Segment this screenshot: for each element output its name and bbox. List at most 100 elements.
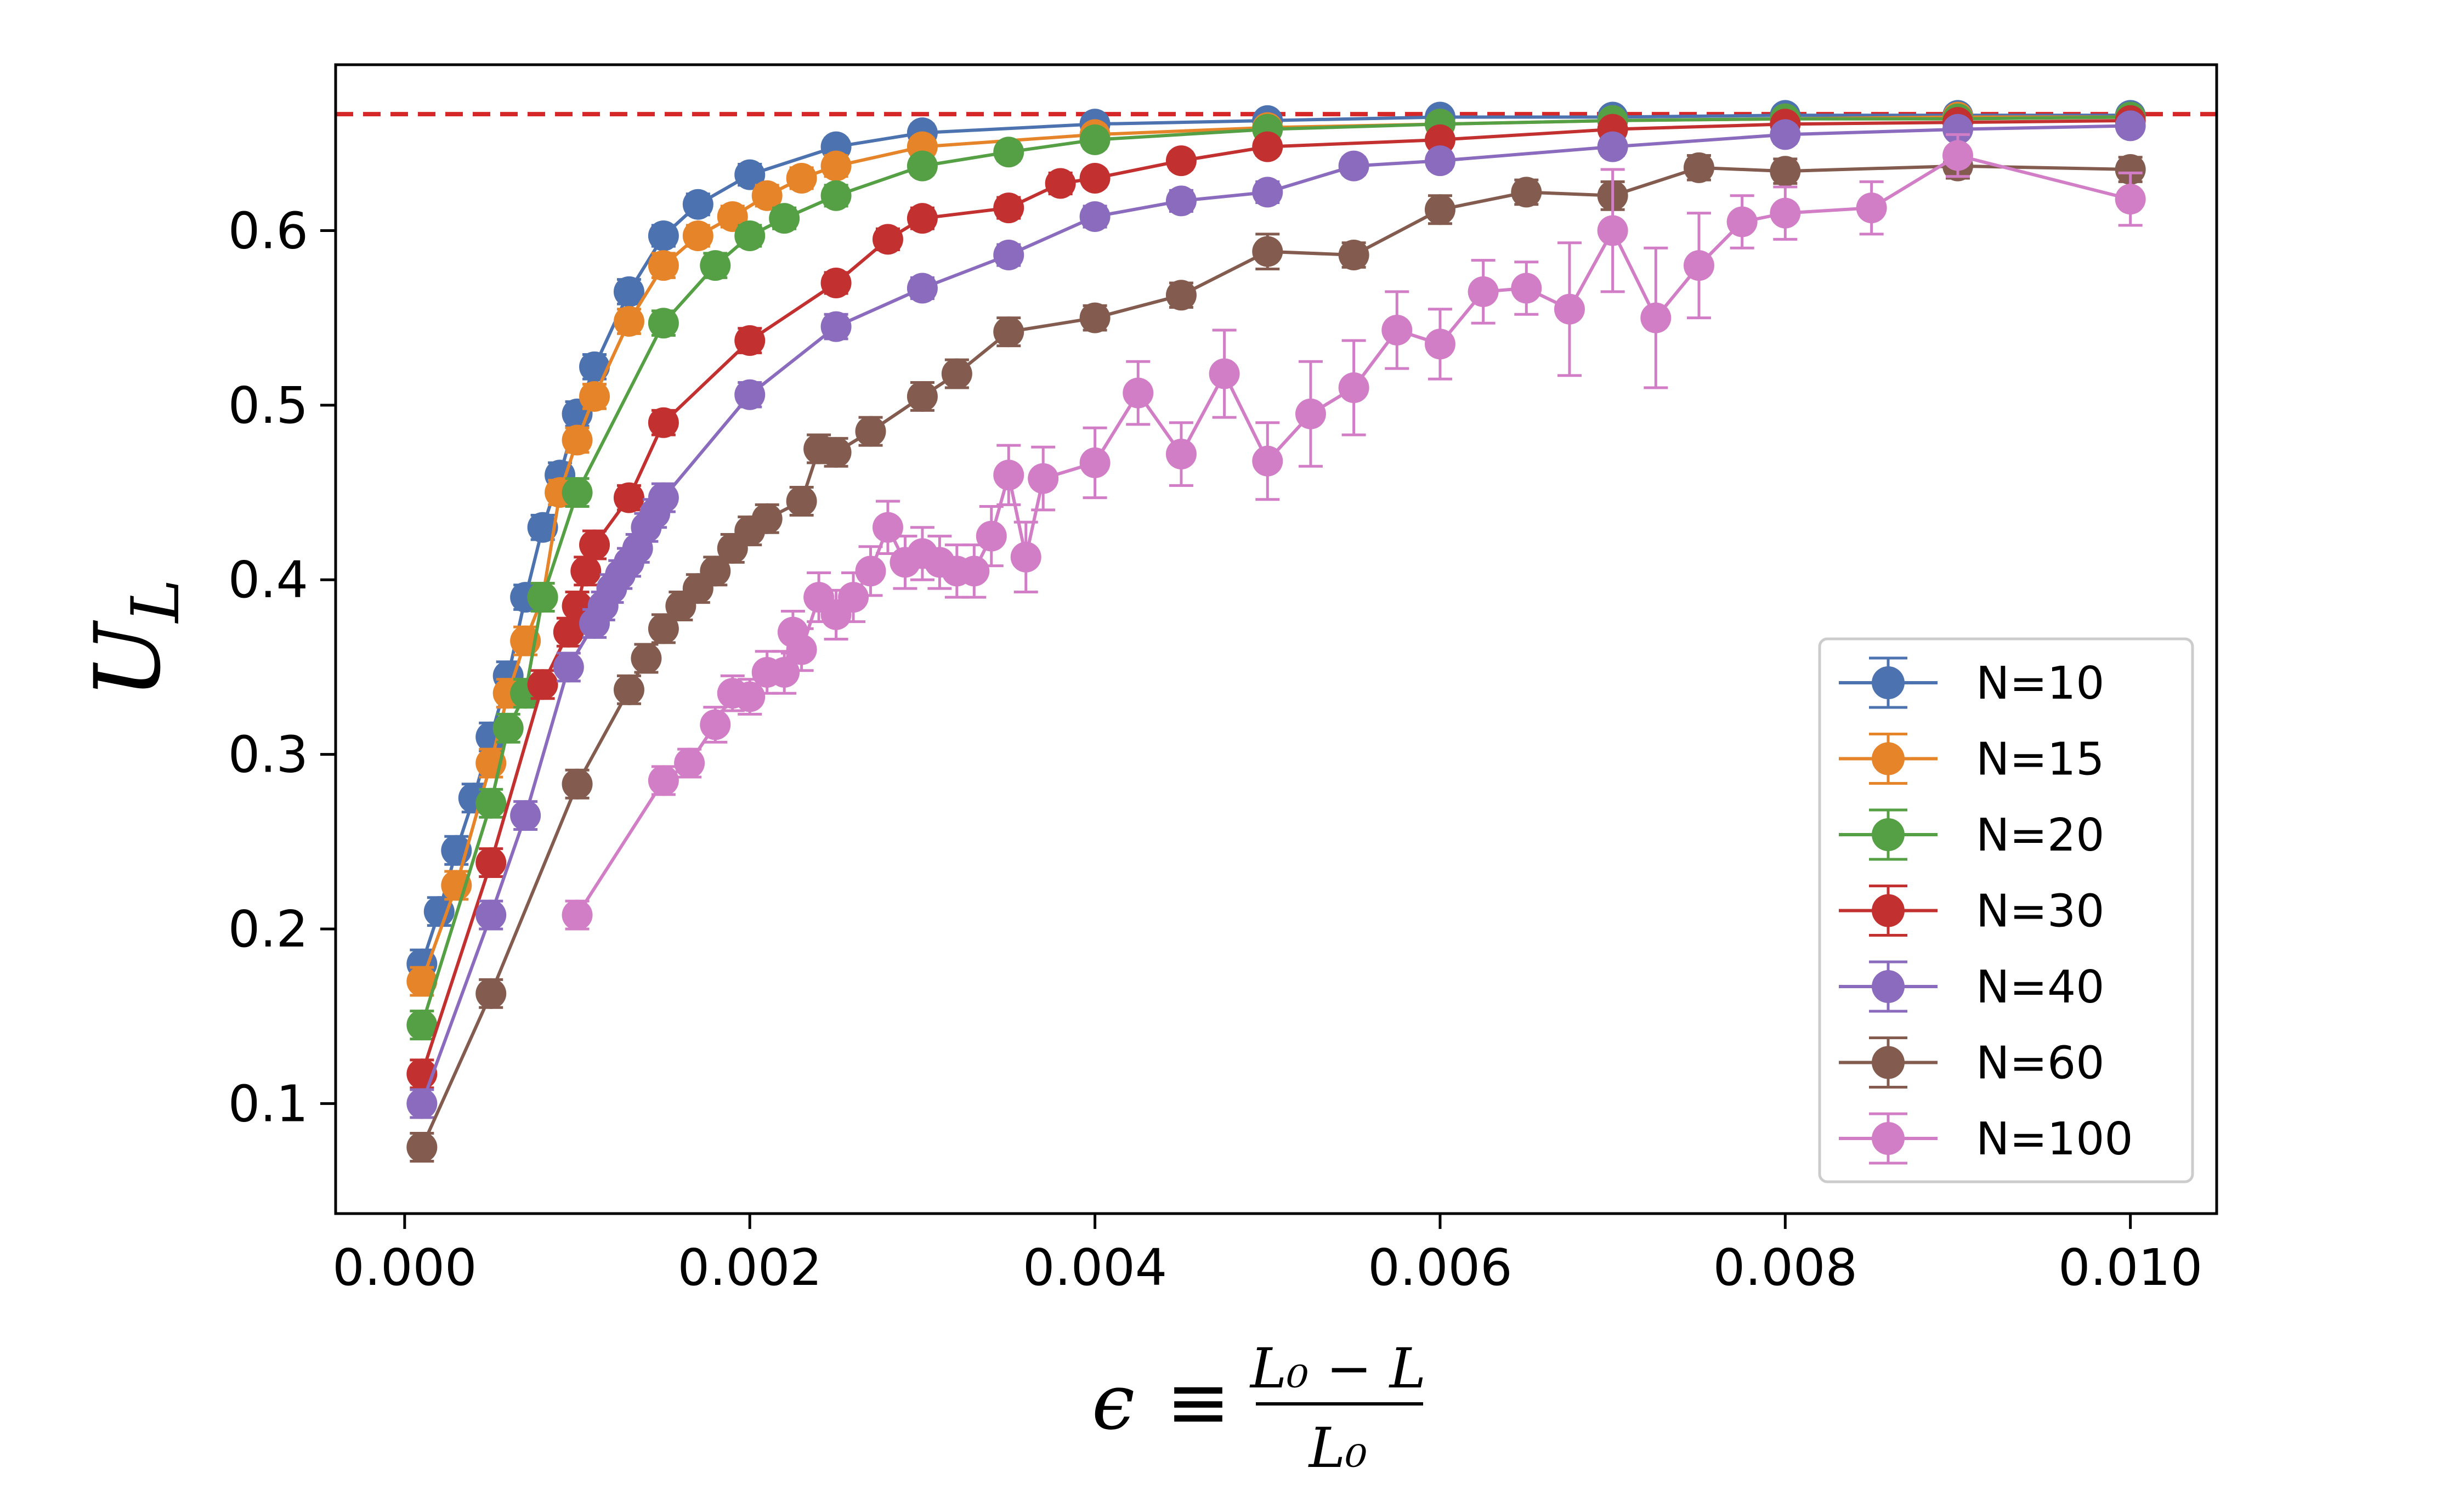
data-point [1209,358,1240,389]
data-point [993,137,1024,168]
data-point [1252,445,1283,477]
data-point [1683,250,1714,281]
data-point [1511,273,1542,304]
x-tick-label: 0.008 [1713,1238,1857,1297]
data-point [475,978,507,1009]
data-point [786,162,817,194]
legend-label: N=40 [1976,961,2104,1013]
legend-item: N=60 [1839,1036,2104,1090]
data-point [769,203,800,234]
data-point [1252,236,1283,267]
data-point [1079,201,1111,232]
y-tick-label: 0.6 [228,201,308,260]
data-point [700,250,731,281]
y-tick-label: 0.1 [228,1074,308,1133]
series-line [420,115,2131,1025]
data-point [1726,206,1758,237]
series-N=100 [562,133,2146,931]
y-tick-label: 0.5 [228,376,308,435]
data-point [1770,197,1801,229]
data-point [1597,131,1628,162]
y-tick-label: 0.2 [228,900,308,959]
data-point [1252,177,1283,208]
data-point [1424,194,1455,225]
data-point [1381,314,1413,345]
data-point [648,482,679,513]
data-point [734,681,766,712]
data-point [631,643,662,674]
data-point [423,896,455,927]
data-point [579,351,610,382]
data-point [1424,145,1455,177]
legend-marker [1872,894,1905,927]
data-point [562,768,593,800]
data-point [993,460,1024,491]
data-point [1468,276,1499,307]
data-point [1640,302,1672,333]
data-point [1079,302,1111,333]
data-point [527,512,558,543]
data-point [648,250,679,281]
data-point [1338,372,1369,404]
data-point [475,847,507,879]
data-point [406,1010,438,1041]
series-N=60 [406,150,2146,1163]
data-point [700,709,731,740]
data-point [579,381,610,412]
data-point [1770,119,1801,150]
legend-marker [1872,666,1905,699]
data-point [786,485,817,517]
data-point [1554,293,1585,325]
data-point [579,529,610,560]
data-point [1028,463,1059,494]
plot-frame [334,63,2218,1215]
data-point [1597,215,1628,246]
legend-label: N=15 [1976,734,2104,786]
data-point [527,582,558,613]
data-point [1123,377,1154,409]
data-point [907,150,938,182]
data-point [1079,162,1111,194]
legend-marker [1872,1122,1905,1155]
data-point [941,358,972,389]
x-axis-title-symbol: ϵ [1092,1358,1135,1447]
data-point [751,180,783,211]
data-point [1079,124,1111,155]
data-point [2115,184,2146,215]
series-N=40 [406,110,2146,1119]
legend-label: N=20 [1976,809,2104,862]
data-point [907,381,938,412]
legend-marker [1872,1046,1905,1079]
data-point [613,674,644,705]
data-point [872,512,903,543]
x-tick-label: 0.010 [2058,1238,2202,1297]
data-point [786,634,817,665]
data-point [1683,152,1714,183]
legend-box [1818,637,2194,1183]
legend-label: N=10 [1976,658,2104,710]
data-point [993,240,1024,271]
data-point [527,669,558,700]
y-axis-title-subscript: L [118,579,194,624]
data-point [855,416,886,447]
x-tick-label: 0.004 [1023,1238,1167,1297]
data-point [959,556,990,587]
legend-item: N=100 [1839,1112,2133,1165]
data-point [1010,541,1041,573]
data-point [475,787,507,819]
data-point [2115,154,2146,185]
data-point [734,159,766,190]
data-point [1252,131,1283,162]
data-point [734,325,766,356]
data-point [1165,280,1197,311]
data-point [648,308,679,339]
x-axis-title: ϵ ≡ L₀ − L L₀ [1092,1336,1426,1480]
legend-marker [1872,742,1905,775]
data-point [406,966,438,997]
x-tick-label: 0.000 [332,1238,477,1297]
data-point [613,482,644,513]
data-point [855,556,886,587]
data-point [682,189,713,220]
x-tick-label: 0.006 [1368,1238,1512,1297]
data-point [838,582,869,613]
